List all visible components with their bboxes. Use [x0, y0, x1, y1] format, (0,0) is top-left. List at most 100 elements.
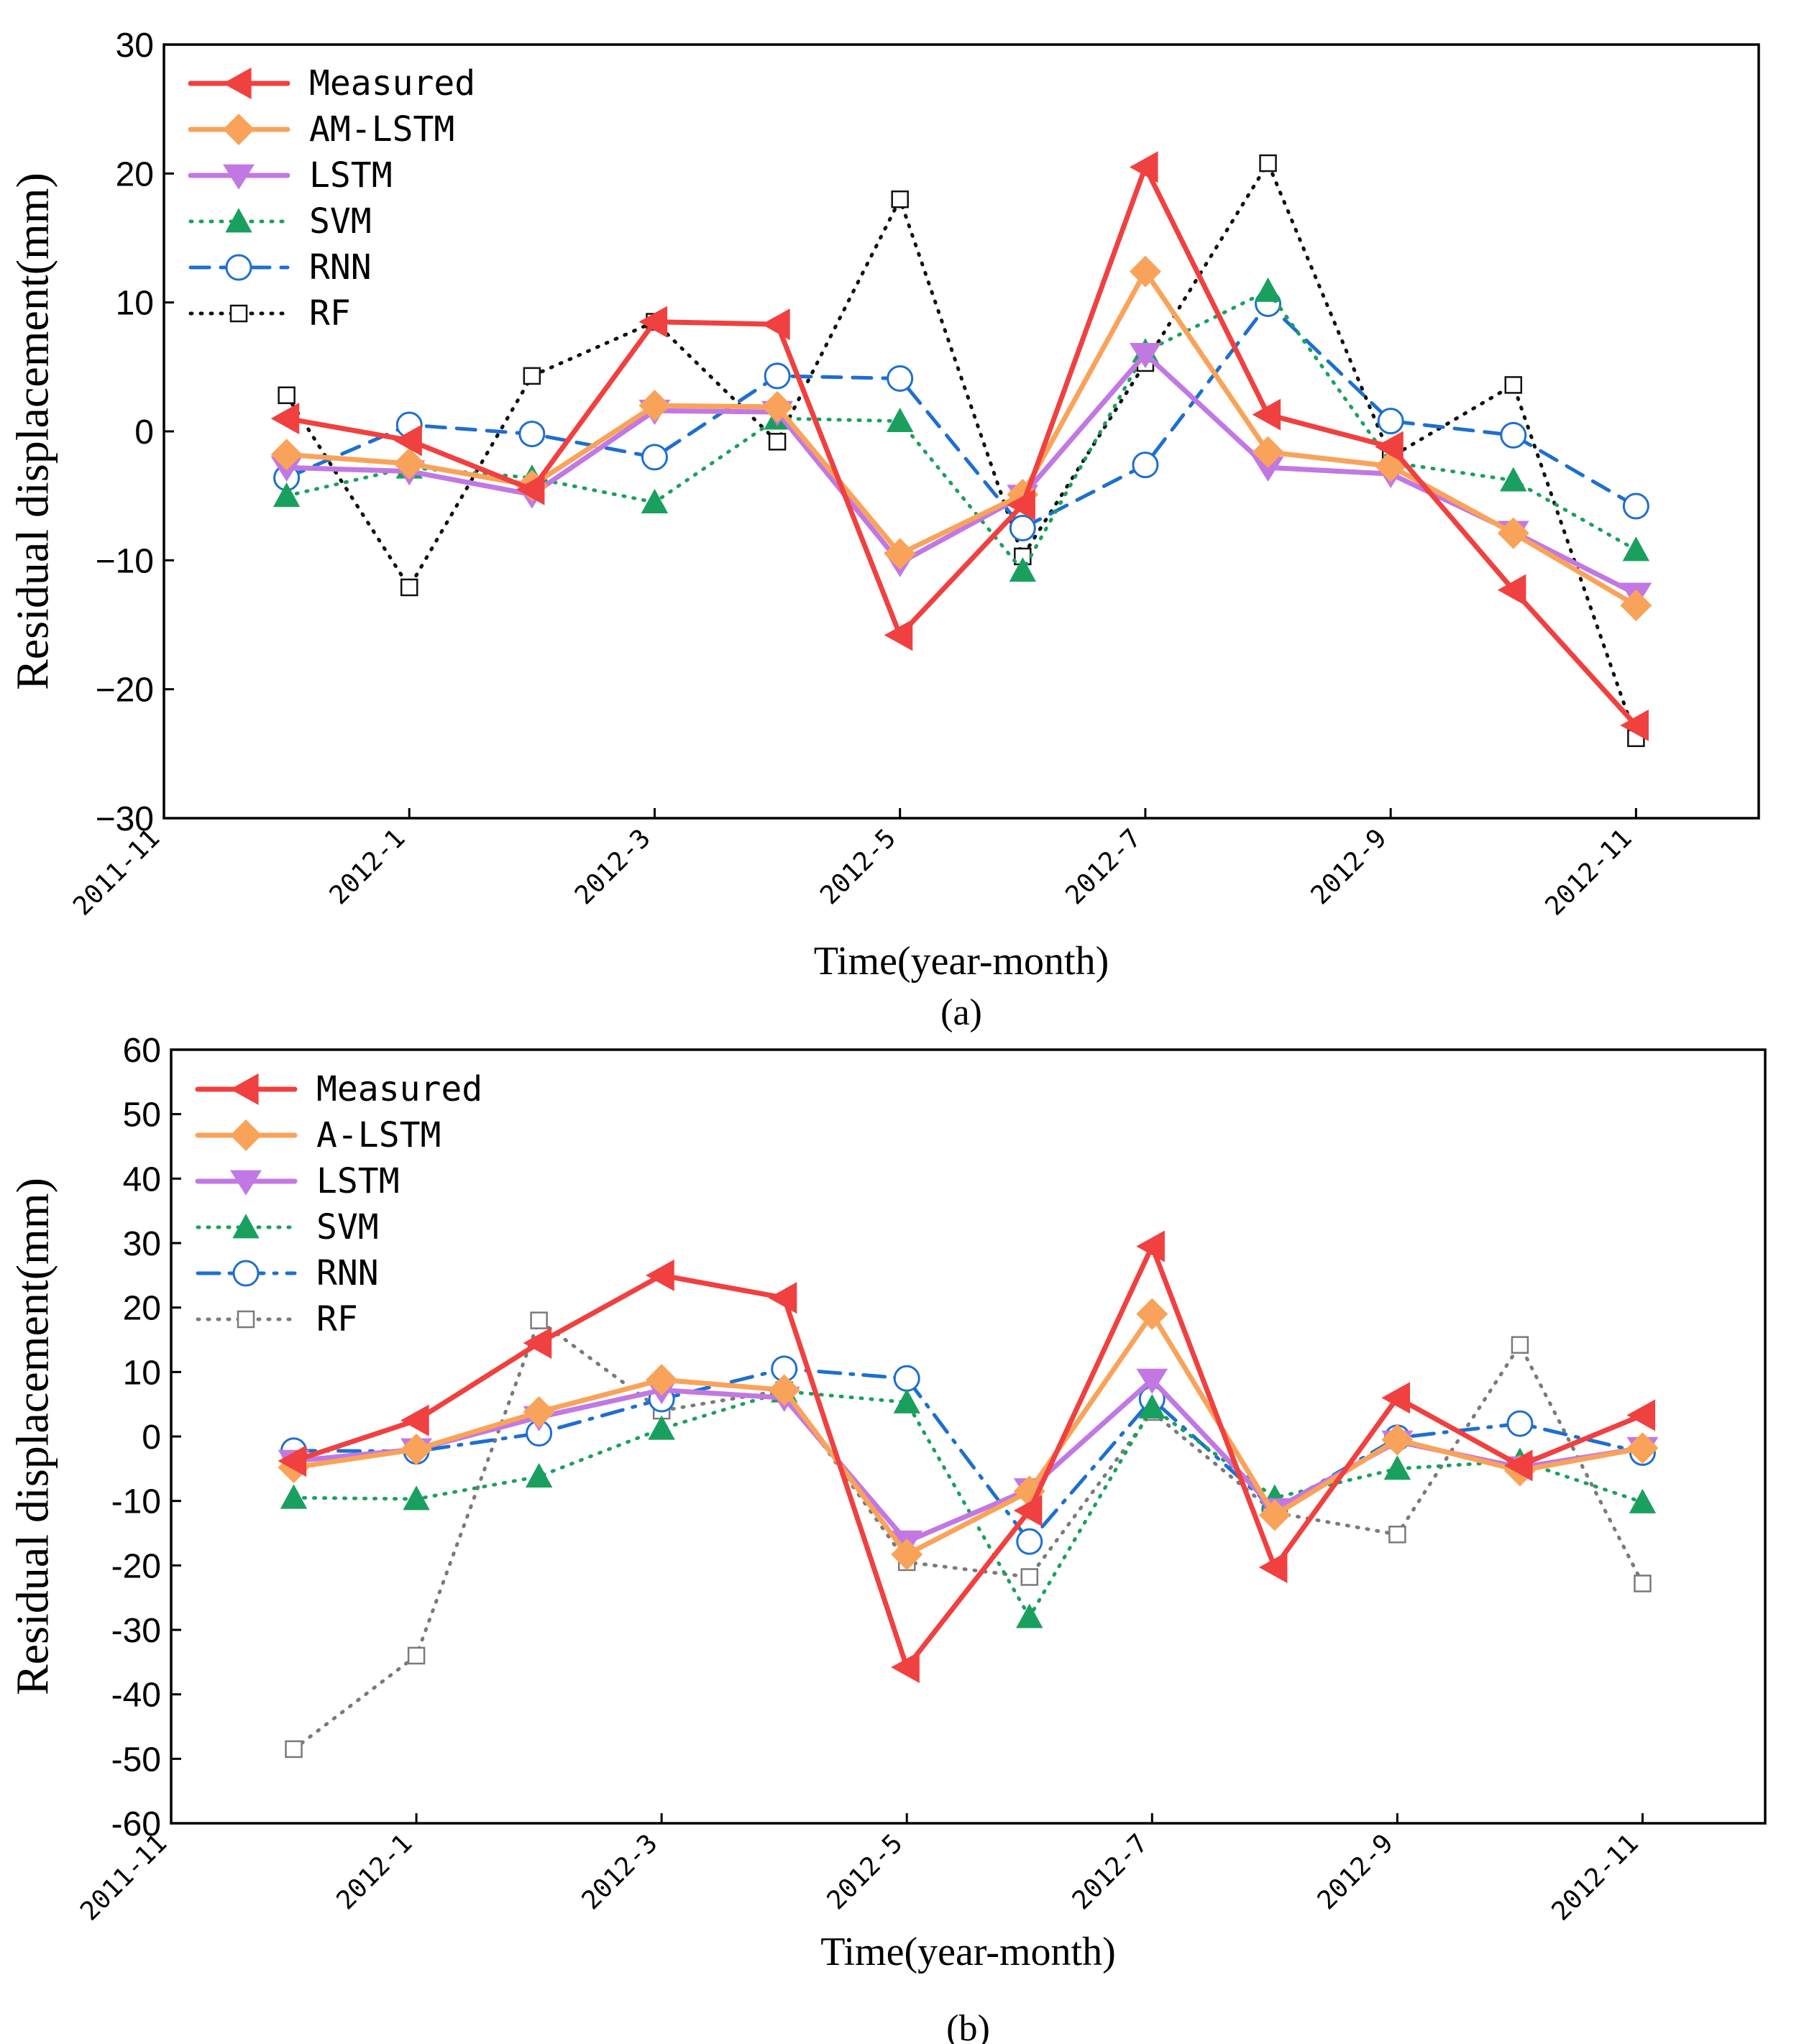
legend-marker	[230, 1170, 262, 1196]
series-line	[292, 1319, 1644, 1751]
data-point	[1622, 536, 1650, 562]
x-tick-label: 2012-11	[1547, 1828, 1644, 1926]
data-point	[1622, 492, 1649, 520]
legend-marker	[230, 1119, 262, 1151]
legend-marker	[230, 1073, 259, 1105]
data-point	[1129, 343, 1161, 369]
series-svm	[273, 277, 1650, 582]
x-tick-label: 2012-1	[324, 823, 411, 910]
data-point	[278, 1445, 307, 1477]
data-point	[516, 473, 545, 505]
data-point	[641, 488, 669, 514]
x-tick-label: 2012-11	[1539, 823, 1637, 921]
series-line	[284, 164, 1639, 728]
data-point	[1132, 452, 1159, 479]
y-tick-label: 30	[123, 1225, 161, 1263]
series-rf	[285, 1311, 1652, 1759]
data-point	[1375, 431, 1404, 463]
data-point	[1503, 1449, 1533, 1482]
legend-label: SVM	[316, 1207, 379, 1247]
data-point	[1254, 277, 1282, 302]
y-tick-label: 10	[116, 285, 154, 323]
data-point	[1504, 376, 1523, 394]
legend-label: Measured	[309, 63, 475, 104]
y-tick-label: -50	[111, 1741, 161, 1779]
y-tick-label: -60	[111, 1805, 161, 1843]
data-point	[1129, 255, 1161, 288]
data-point	[1252, 456, 1284, 482]
data-point	[280, 1484, 308, 1509]
data-point	[1497, 517, 1529, 549]
legend: Measured A-LSTM LSTM SVM RNN RF	[195, 1069, 482, 1339]
data-point	[1007, 489, 1035, 521]
data-point	[1259, 154, 1277, 173]
x-tick-label: 2012-3	[577, 1828, 664, 1915]
legend-label: LSTM	[309, 155, 393, 196]
data-point	[768, 1374, 800, 1406]
legend-marker	[229, 304, 248, 323]
data-point	[523, 1326, 552, 1359]
data-point	[1381, 1382, 1410, 1414]
data-point	[1626, 1432, 1659, 1465]
data-point	[887, 365, 914, 392]
x-tick-label: 2012-5	[822, 1828, 909, 1915]
legend-label: RF	[309, 293, 351, 334]
x-axis-title: Time(year-month)	[820, 1930, 1116, 1974]
data-point	[886, 407, 914, 433]
x-axis-title: Time(year-month)	[814, 939, 1109, 984]
series-line	[285, 301, 1638, 530]
legend-marker	[232, 1214, 260, 1239]
data-point	[1629, 1488, 1657, 1513]
y-tick-label: 40	[123, 1160, 161, 1199]
data-point	[518, 421, 546, 448]
data-point	[761, 308, 790, 341]
data-point	[530, 1311, 548, 1329]
data-point	[1500, 467, 1527, 492]
data-point	[278, 386, 296, 405]
data-point	[523, 367, 541, 385]
y-tick-label: 20	[123, 1290, 161, 1328]
data-point	[761, 390, 794, 423]
data-point	[285, 1740, 303, 1759]
x-tick-label: 2012-9	[1312, 1828, 1399, 1915]
data-point	[1138, 1393, 1166, 1419]
data-point	[1511, 1336, 1529, 1354]
legend-marker	[225, 254, 252, 281]
series-a-lstm	[278, 1298, 1659, 1571]
data-point	[768, 433, 787, 451]
data-point	[893, 1388, 920, 1413]
data-point	[1252, 398, 1281, 431]
panel-caption: (b)	[946, 2008, 990, 2044]
data-point	[764, 362, 791, 390]
data-point	[1013, 1495, 1043, 1527]
data-point	[1258, 1552, 1288, 1584]
data-point	[1009, 556, 1037, 582]
data-point	[641, 444, 668, 471]
y-tick-label: 0	[134, 413, 154, 452]
plot-frame	[170, 1048, 1767, 1825]
data-point	[1136, 1298, 1168, 1330]
data-point	[1383, 1455, 1411, 1480]
data-point	[891, 1651, 920, 1684]
legend-label: RNN	[309, 247, 372, 288]
data-point	[1016, 1603, 1043, 1628]
legend-label: A-LSTM	[316, 1115, 441, 1155]
series-line	[292, 1389, 1644, 1619]
data-point	[768, 1282, 797, 1314]
data-point	[1634, 1575, 1652, 1592]
data-point	[1020, 1568, 1039, 1586]
y-tick-label: 20	[116, 155, 154, 193]
data-point	[403, 1485, 430, 1511]
series-line	[285, 289, 1638, 573]
data-point	[1136, 1368, 1168, 1394]
data-point	[393, 424, 422, 457]
data-point	[270, 403, 300, 435]
series-line	[284, 269, 1639, 608]
data-point	[270, 439, 303, 471]
legend-marker	[223, 164, 255, 190]
y-tick-label: -40	[111, 1677, 161, 1715]
data-point	[1620, 709, 1649, 741]
y-tick-label: 60	[123, 1032, 161, 1070]
